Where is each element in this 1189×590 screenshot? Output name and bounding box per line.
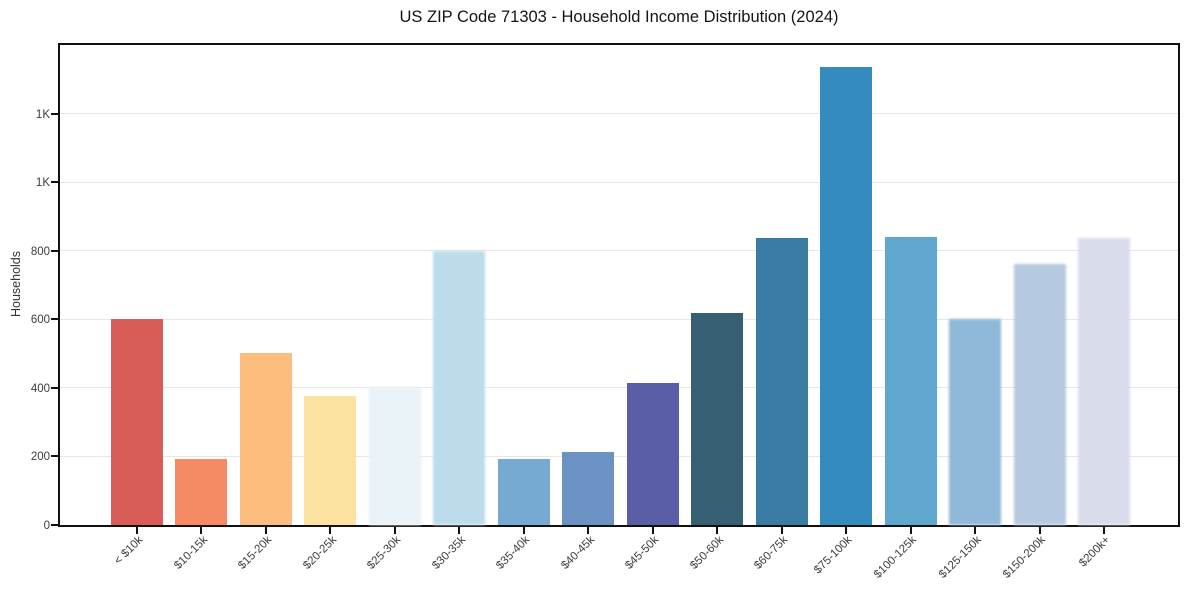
x-tick-label: $35-40k	[494, 534, 533, 572]
gridline	[60, 387, 1178, 389]
gridline	[60, 181, 1178, 183]
x-tick-mark	[780, 527, 783, 534]
gridline	[60, 250, 1178, 252]
x-tick-mark	[135, 527, 138, 534]
bar-35-40k	[497, 458, 550, 525]
x-tick-label: $125-150k	[936, 534, 984, 581]
plot-area: 0 200 400 600 800 1K 1K < $10k $10-15k $15-20k $20…	[31, 43, 1180, 581]
bar-50-60k	[691, 313, 744, 525]
bar-40-45k	[562, 452, 615, 525]
gridline	[60, 455, 1178, 457]
x-tick-mark	[845, 527, 848, 534]
bar-60-75k	[755, 238, 808, 525]
y-tick-label: 200	[30, 451, 50, 464]
x-tick-label: $15-20k	[236, 534, 275, 572]
bar-30-35k	[433, 250, 486, 525]
y-tick-label: 600	[30, 314, 50, 327]
bar-45-50k	[626, 382, 679, 525]
y-tick-label: 800	[30, 245, 50, 258]
y-tick-mark	[51, 524, 58, 526]
bar-25-30k	[368, 387, 421, 525]
x-tick-mark	[329, 527, 332, 534]
x-tick-label: $100-125k	[872, 534, 920, 581]
y-tick-mark	[51, 455, 58, 458]
x-tick-label: $30-35k	[429, 534, 468, 572]
bar-125-150k	[949, 318, 1002, 525]
y-tick-label: 1K	[35, 108, 50, 121]
x-tick-mark	[393, 527, 396, 534]
gridline	[60, 113, 1178, 115]
gridline	[60, 318, 1178, 320]
bar-15-20k	[239, 352, 292, 525]
y-tick-mark	[51, 249, 58, 252]
x-tick-label: $75-100k	[812, 534, 855, 577]
x-tick-label: $50-60k	[687, 534, 726, 572]
x-tick-label: $200k+	[1077, 534, 1113, 570]
x-tick-mark	[1038, 527, 1041, 534]
x-tick-label: $60-75k	[752, 534, 791, 572]
x-tick-label: $20-25k	[300, 534, 339, 572]
bar-100-125k	[884, 237, 937, 525]
y-tick-mark	[51, 112, 58, 115]
x-tick-mark	[587, 527, 590, 534]
x-tick-mark	[458, 527, 461, 534]
bar-200k	[1078, 237, 1131, 525]
x-tick-label: $150-200k	[1001, 534, 1049, 581]
x-tick-label: $10-15k	[171, 534, 210, 572]
x-tick-mark	[651, 527, 654, 534]
bar-150-200k	[1013, 263, 1066, 525]
bar-10k	[110, 319, 163, 525]
x-tick-mark	[974, 527, 977, 534]
y-tick-label: 1K	[35, 177, 50, 190]
y-tick-mark	[51, 181, 58, 184]
chart-title: US ZIP Code 71303 - Household Income Dis…	[399, 8, 839, 26]
bar-75-100k	[820, 67, 873, 525]
y-tick-label: 0	[43, 520, 50, 532]
x-tick-mark	[909, 527, 912, 534]
x-tick-mark	[716, 527, 719, 534]
y-tick-mark	[51, 386, 58, 389]
y-tick-mark	[51, 318, 58, 321]
bar-20-25k	[304, 396, 357, 525]
x-tick-mark	[1103, 527, 1106, 534]
x-tick-label: $45-50k	[623, 534, 662, 572]
x-tick-label: $40-45k	[558, 534, 597, 572]
x-tick-label: $25-30k	[365, 534, 404, 572]
y-tick-label: 400	[30, 382, 50, 395]
bar-10-15k	[175, 459, 228, 525]
y-axis-label: Households	[9, 250, 23, 318]
x-tick-mark	[200, 527, 203, 534]
x-tick-mark	[264, 527, 267, 534]
x-tick-mark	[522, 527, 525, 534]
x-tick-label: < $10k	[112, 534, 146, 568]
